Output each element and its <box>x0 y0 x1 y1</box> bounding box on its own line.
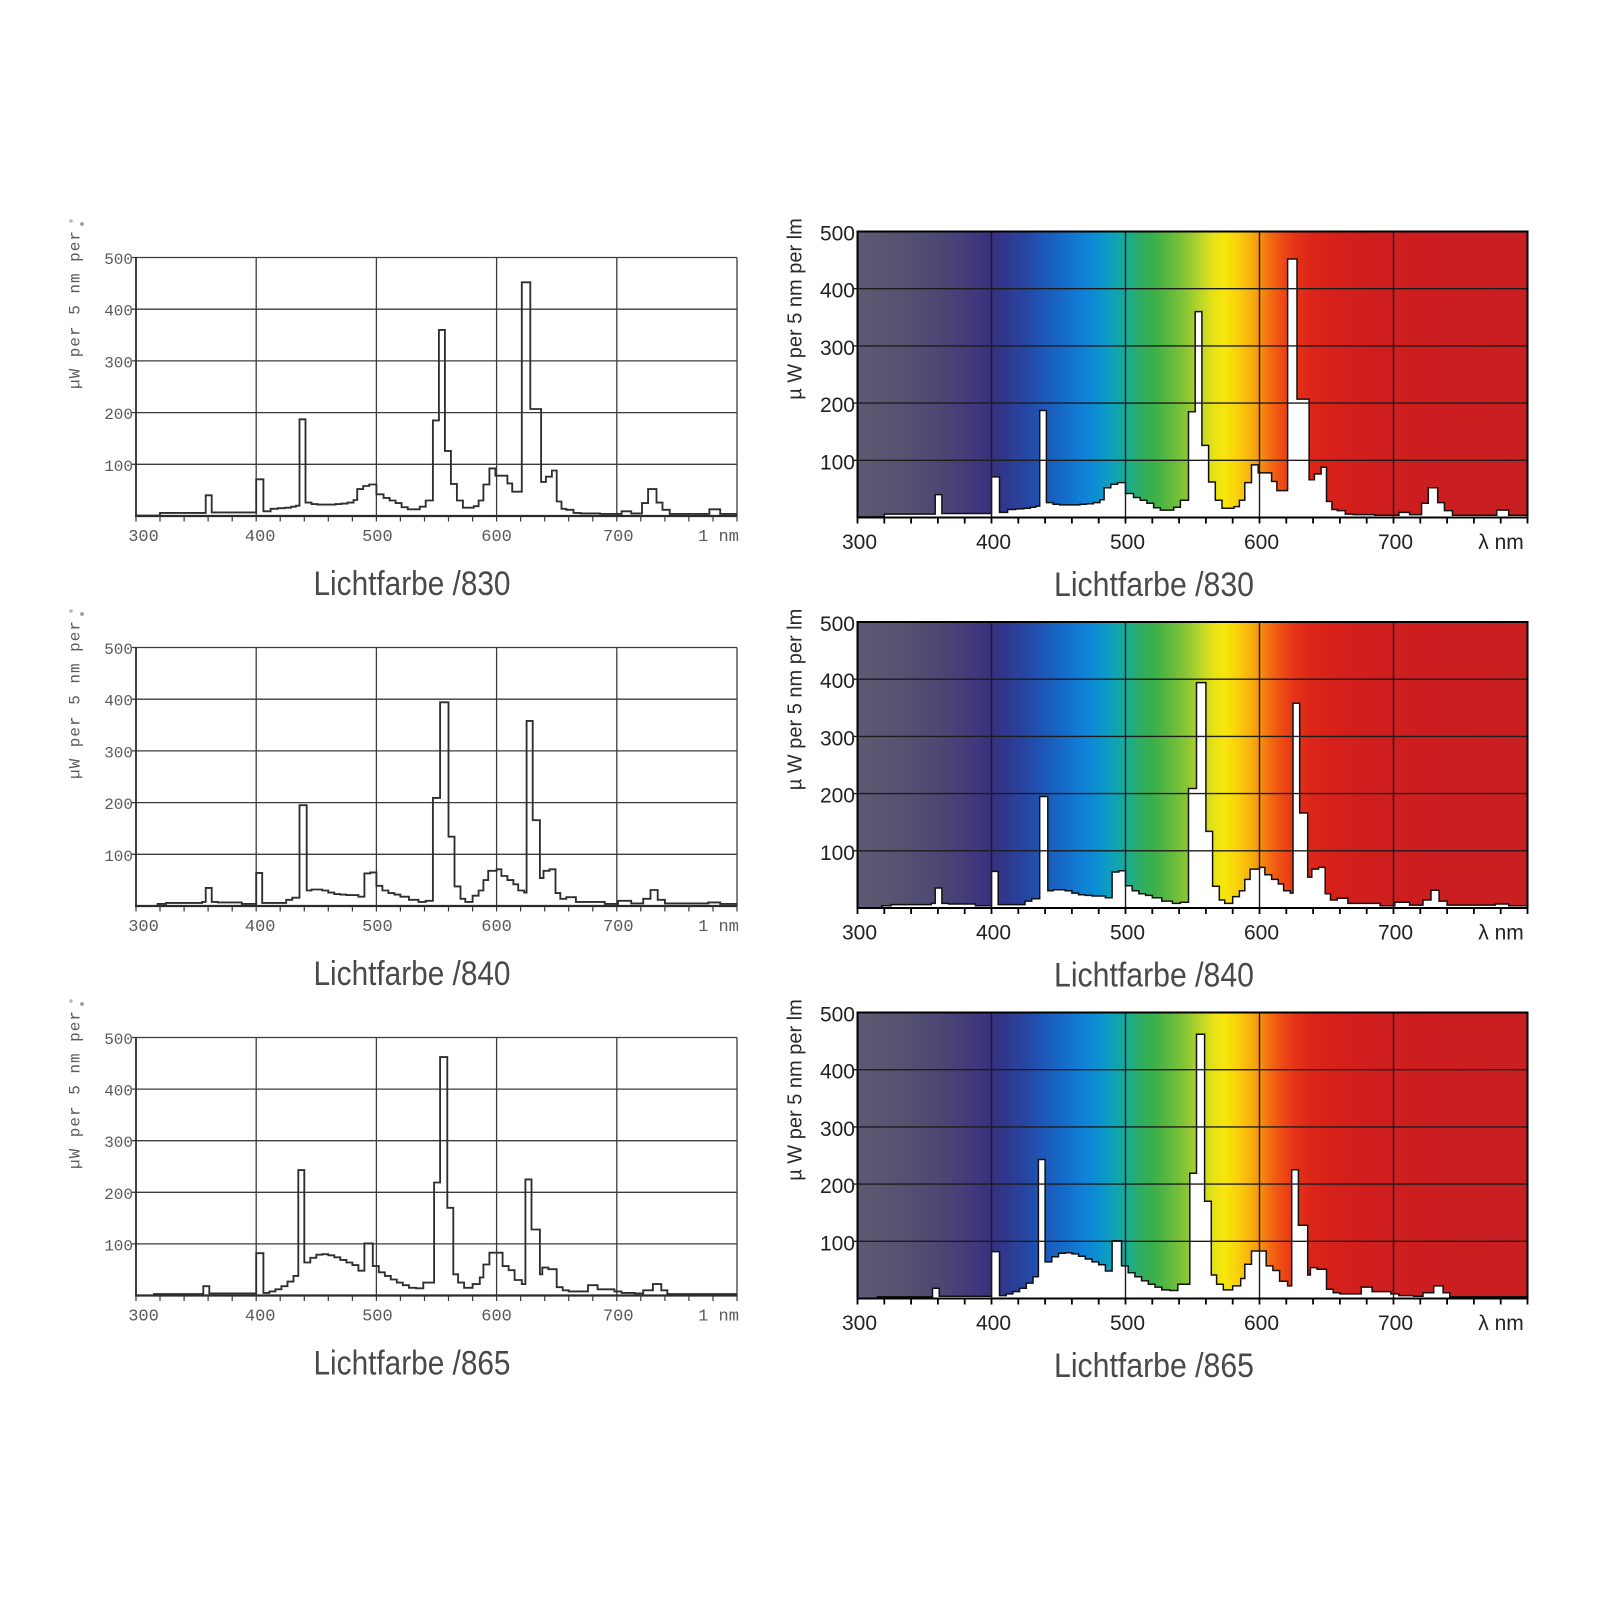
svg-text:100: 100 <box>104 458 133 476</box>
svg-text:200: 200 <box>820 394 855 417</box>
svg-text:400: 400 <box>245 1308 276 1327</box>
svg-text:500: 500 <box>1110 531 1145 554</box>
svg-text:300: 300 <box>820 1118 855 1141</box>
svg-text:400: 400 <box>245 528 276 547</box>
svg-text:100: 100 <box>820 842 855 865</box>
svg-text:400: 400 <box>976 922 1011 945</box>
svg-text:500: 500 <box>362 918 393 937</box>
svg-text:500: 500 <box>104 251 133 269</box>
svg-text:100: 100 <box>820 451 855 474</box>
svg-text:100: 100 <box>820 1232 855 1255</box>
svg-text:300: 300 <box>842 1312 877 1335</box>
svg-text:Lichtfarbe /840: Lichtfarbe /840 <box>1054 957 1254 995</box>
svg-text:400: 400 <box>104 693 133 711</box>
svg-text:500: 500 <box>104 641 133 659</box>
svg-text:400: 400 <box>104 1083 133 1101</box>
svg-text:300: 300 <box>842 922 877 945</box>
svg-text:300: 300 <box>104 744 133 762</box>
svg-text:500: 500 <box>1110 1312 1145 1335</box>
svg-text:µ W per 5 nm per lm: µ W per 5 nm per lm <box>785 218 807 400</box>
svg-text:500: 500 <box>820 1004 855 1027</box>
svg-text:300: 300 <box>128 918 159 937</box>
svg-text:600: 600 <box>481 1308 512 1327</box>
svg-text:500: 500 <box>362 1308 393 1327</box>
svg-text:500: 500 <box>1110 922 1145 945</box>
svg-text:Lichtfarbe /830: Lichtfarbe /830 <box>1054 566 1254 604</box>
svg-text:1 nm: 1 nm <box>698 918 739 937</box>
svg-text:Lichtfarbe /830: Lichtfarbe /830 <box>314 565 511 603</box>
svg-text:λ nm: λ nm <box>1478 531 1524 554</box>
svg-text:400: 400 <box>976 1312 1011 1335</box>
svg-text:300: 300 <box>820 337 855 360</box>
svg-text:400: 400 <box>820 280 855 303</box>
svg-text:100: 100 <box>104 1237 133 1255</box>
svg-text:700: 700 <box>1378 531 1413 554</box>
svg-text:300: 300 <box>104 354 133 372</box>
svg-text:400: 400 <box>820 1061 855 1084</box>
svg-text:300: 300 <box>820 727 855 750</box>
svg-text:Lichtfarbe /840: Lichtfarbe /840 <box>314 955 511 993</box>
svg-text:400: 400 <box>245 918 276 937</box>
svg-text:400: 400 <box>104 303 133 321</box>
svg-text:µW per 5 nm per: µW per 5 nm per <box>67 1011 85 1169</box>
svg-text:200: 200 <box>104 406 133 424</box>
svg-text:Lichtfarbe /865: Lichtfarbe /865 <box>314 1345 511 1383</box>
svg-text:500: 500 <box>820 223 855 246</box>
svg-text:600: 600 <box>1244 531 1279 554</box>
svg-text:300: 300 <box>842 531 877 554</box>
svg-text:600: 600 <box>1244 1312 1279 1335</box>
svg-text:200: 200 <box>820 785 855 808</box>
svg-text:600: 600 <box>481 528 512 547</box>
svg-text:700: 700 <box>603 1308 634 1327</box>
svg-text:µ W per 5 nm per lm: µ W per 5 nm per lm <box>785 999 807 1181</box>
svg-text:300: 300 <box>104 1134 133 1152</box>
svg-text:200: 200 <box>104 796 133 814</box>
svg-text:1 nm: 1 nm <box>698 1308 739 1327</box>
svg-text:µW per 5 nm per: µW per 5 nm per <box>67 231 85 389</box>
svg-text:200: 200 <box>104 1186 133 1204</box>
svg-text:700: 700 <box>603 918 634 937</box>
svg-text:500: 500 <box>820 613 855 636</box>
svg-text:700: 700 <box>1378 1312 1413 1335</box>
svg-text:λ nm: λ nm <box>1478 922 1524 945</box>
svg-text:500: 500 <box>362 528 393 547</box>
svg-text:µW per 5 nm per: µW per 5 nm per <box>67 621 85 779</box>
svg-text:700: 700 <box>1378 922 1413 945</box>
svg-text:λ nm: λ nm <box>1478 1312 1524 1335</box>
svg-text:700: 700 <box>603 528 634 547</box>
svg-text:500: 500 <box>104 1031 133 1049</box>
svg-text:300: 300 <box>128 528 159 547</box>
svg-text:100: 100 <box>104 848 133 866</box>
svg-text:1 nm: 1 nm <box>698 528 739 547</box>
svg-text:200: 200 <box>820 1175 855 1198</box>
svg-text:600: 600 <box>481 918 512 937</box>
svg-text:Lichtfarbe /865: Lichtfarbe /865 <box>1054 1347 1254 1385</box>
svg-text:400: 400 <box>976 531 1011 554</box>
svg-text:600: 600 <box>1244 922 1279 945</box>
svg-text:µ W per 5 nm per lm: µ W per 5 nm per lm <box>785 609 807 791</box>
svg-text:300: 300 <box>128 1308 159 1327</box>
svg-text:400: 400 <box>820 670 855 693</box>
